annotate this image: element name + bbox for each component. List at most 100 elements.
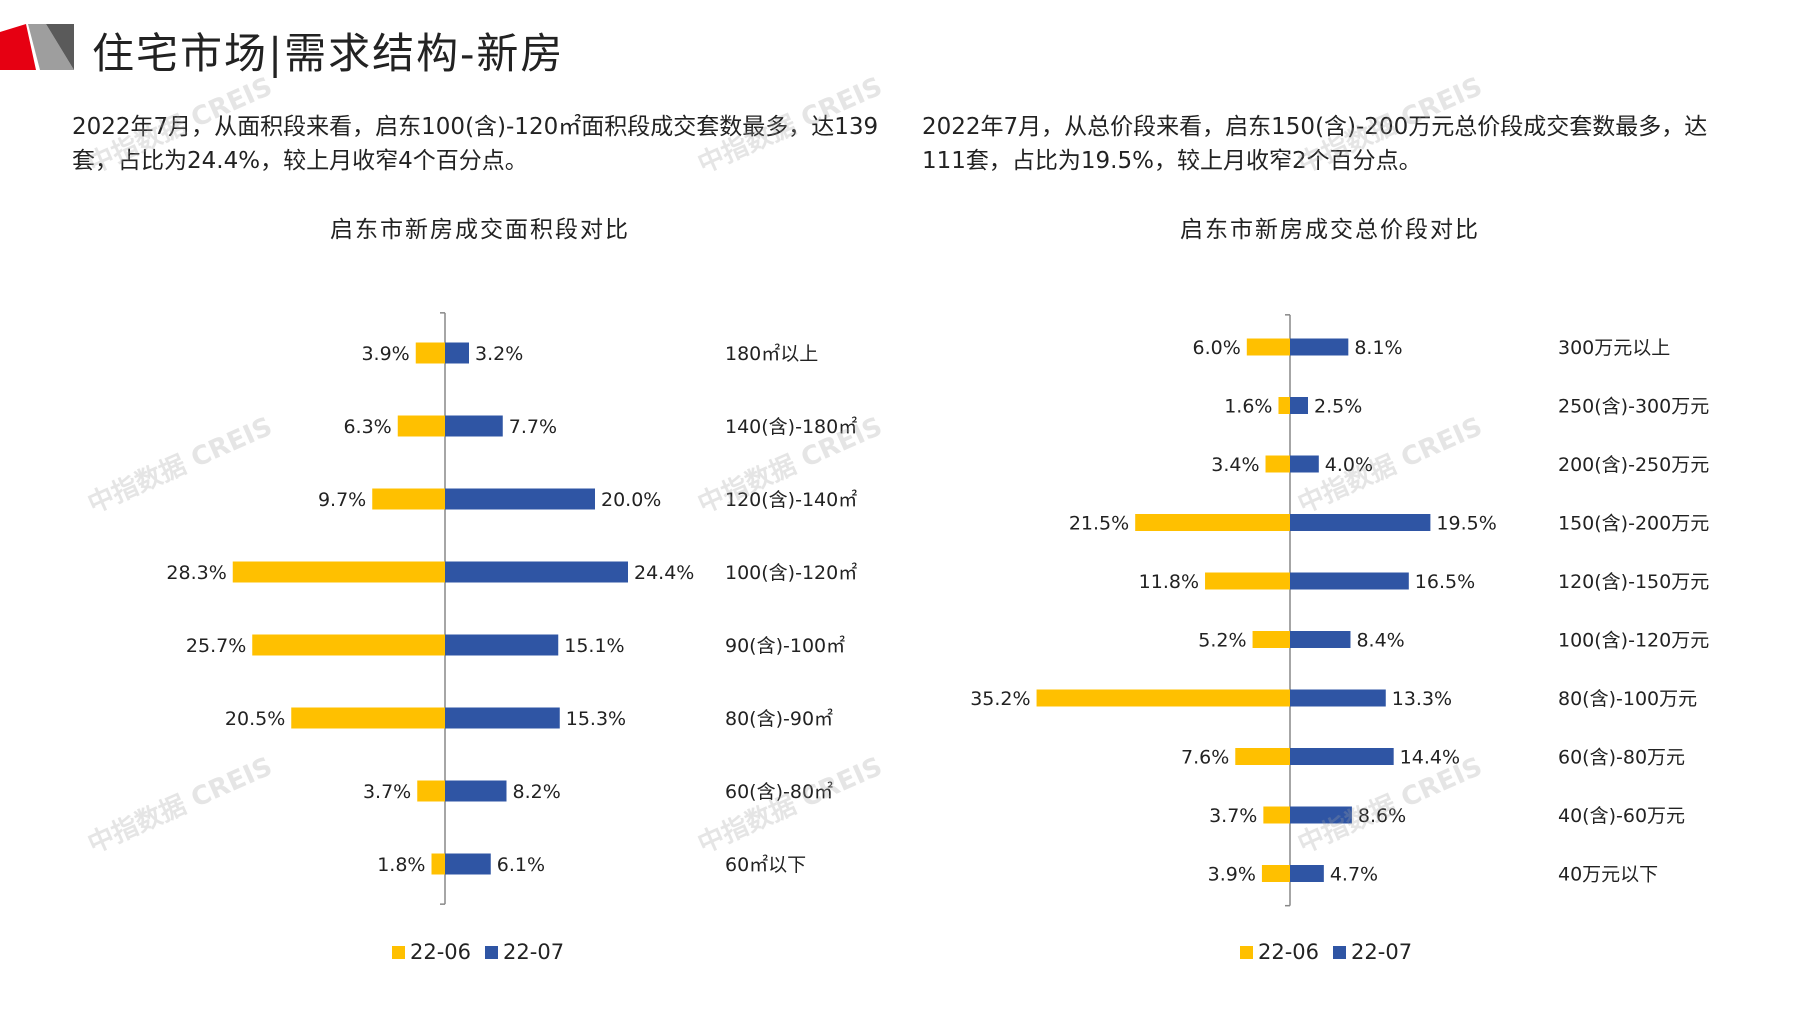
legend-swatch-series2	[485, 945, 499, 959]
data-label-22-06: 6.0%	[1193, 337, 1241, 359]
category-label: 80(含)-100万元	[1558, 688, 1697, 710]
bar-22-06	[397, 415, 445, 437]
bar-22-07	[1290, 631, 1351, 648]
data-label-22-06: 3.9%	[1208, 864, 1256, 886]
data-label-22-06: 7.6%	[1181, 747, 1229, 769]
data-label-22-07: 20.0%	[601, 489, 661, 511]
bar-22-07	[1290, 397, 1308, 414]
category-label: 100(含)-120万元	[1558, 630, 1709, 652]
bar-22-07	[445, 561, 628, 583]
legend-label-series2: 22-07	[503, 940, 565, 964]
data-label-22-07: 8.4%	[1356, 630, 1404, 652]
data-label-22-06: 11.8%	[1139, 571, 1199, 593]
left-chart-title: 启东市新房成交面积段对比	[330, 217, 630, 243]
price-segment-chart: 6.0% 8.1% 300万元以上 1.6% 2.5% 250(含)-300万元 3.4% 4…	[970, 314, 1709, 907]
category-label: 80(含)-90㎡	[725, 707, 833, 730]
data-label-22-07: 3.2%	[475, 343, 523, 365]
bar-22-07	[1290, 338, 1349, 356]
bar-22-06	[232, 561, 445, 583]
data-label-22-06: 28.3%	[166, 562, 226, 584]
data-label-22-06: 3.7%	[363, 781, 411, 803]
bar-22-06	[1261, 865, 1290, 882]
data-label-22-06: 3.7%	[1209, 805, 1257, 827]
left-chart-legend: 22-06 22-07	[392, 940, 564, 964]
data-label-22-06: 21.5%	[1069, 513, 1129, 535]
data-label-22-06: 6.3%	[343, 416, 391, 438]
bar-22-06	[252, 634, 445, 656]
legend-item-series2: 22-07	[485, 940, 564, 964]
bar-22-07	[445, 634, 559, 656]
bar-22-06	[1263, 806, 1290, 824]
data-label-22-07: 13.3%	[1392, 688, 1452, 710]
bar-22-07	[1290, 748, 1394, 765]
page-title: 住宅市场|需求结构-新房	[92, 29, 565, 78]
bar-22-07	[445, 853, 491, 875]
data-label-22-07: 8.6%	[1358, 805, 1406, 827]
legend-swatch-series1	[1240, 945, 1253, 959]
bar-22-07	[1290, 514, 1431, 531]
data-label-22-07: 14.4%	[1400, 747, 1460, 769]
bar-22-07	[445, 488, 595, 510]
bar-22-06	[1246, 338, 1290, 356]
legend-item-series1: 22-06	[1240, 940, 1319, 964]
category-label: 140(含)-180㎡	[725, 415, 857, 438]
bar-22-07	[445, 415, 503, 437]
legend-swatch-series2	[1333, 945, 1347, 959]
category-label: 40万元以下	[1558, 864, 1658, 886]
data-label-22-07: 6.1%	[497, 854, 545, 876]
category-label: 180㎡以上	[725, 342, 818, 365]
category-label: 100(含)-120㎡	[725, 561, 857, 584]
data-label-22-06: 3.4%	[1211, 454, 1259, 476]
data-label-22-06: 20.5%	[225, 708, 285, 730]
data-label-22-06: 9.7%	[318, 489, 366, 511]
category-label: 200(含)-250万元	[1558, 454, 1709, 476]
bar-22-07	[1290, 689, 1386, 707]
legend-label-series2: 22-07	[1351, 940, 1413, 964]
right-chart-title: 启东市新房成交总价段对比	[1180, 217, 1480, 243]
bar-22-06	[372, 488, 445, 510]
data-label-22-06: 5.2%	[1198, 630, 1246, 652]
bar-22-07	[445, 780, 507, 802]
data-label-22-06: 1.8%	[377, 854, 425, 876]
data-label-22-07: 8.2%	[513, 781, 561, 803]
bar-22-07	[1290, 455, 1319, 473]
data-label-22-07: 2.5%	[1314, 396, 1362, 418]
legend-label-series1: 22-06	[410, 940, 472, 964]
data-label-22-07: 19.5%	[1436, 513, 1496, 535]
brand-logo-icon	[0, 24, 74, 70]
bar-22-06	[1036, 689, 1290, 707]
bar-22-07	[1290, 865, 1324, 882]
left-description: 2022年7月，从面积段来看，启东100(含)-120㎡面积段成交套数最多，达1…	[72, 114, 879, 174]
category-label: 120(含)-140㎡	[725, 488, 857, 511]
bar-22-06	[1235, 748, 1290, 765]
data-label-22-06: 3.9%	[361, 343, 409, 365]
legend-swatch-series1	[392, 945, 405, 959]
bar-22-07	[445, 342, 469, 364]
category-label: 60㎡以下	[725, 853, 806, 876]
legend-label-series1: 22-06	[1258, 940, 1320, 964]
category-label: 90(含)-100㎡	[725, 634, 845, 657]
data-label-22-07: 16.5%	[1415, 571, 1475, 593]
right-description: 2022年7月，从总价段来看，启东150(含)-200万元总价段成交套数最多，达…	[922, 114, 1708, 174]
data-label-22-06: 1.6%	[1224, 396, 1272, 418]
bar-22-07	[1290, 806, 1352, 824]
bar-22-06	[415, 342, 445, 364]
category-label: 60(含)-80万元	[1558, 747, 1685, 769]
data-label-22-07: 4.0%	[1325, 454, 1373, 476]
category-label: 300万元以上	[1558, 337, 1670, 359]
data-label-22-07: 15.3%	[566, 708, 626, 730]
bar-22-06	[1252, 631, 1290, 648]
category-label: 40(含)-60万元	[1558, 805, 1685, 827]
category-label: 60(含)-80㎡	[725, 780, 833, 803]
category-label: 250(含)-300万元	[1558, 396, 1709, 418]
data-label-22-07: 8.1%	[1354, 337, 1402, 359]
right-chart-legend: 22-06 22-07	[1240, 940, 1412, 964]
bar-22-06	[431, 853, 445, 875]
bar-22-07	[1290, 572, 1409, 590]
bar-22-06	[291, 707, 445, 729]
data-label-22-07: 4.7%	[1330, 864, 1378, 886]
bar-22-06	[1278, 397, 1290, 414]
legend-item-series1: 22-06	[392, 940, 471, 964]
bar-22-06	[417, 780, 445, 802]
data-label-22-06: 35.2%	[970, 688, 1030, 710]
